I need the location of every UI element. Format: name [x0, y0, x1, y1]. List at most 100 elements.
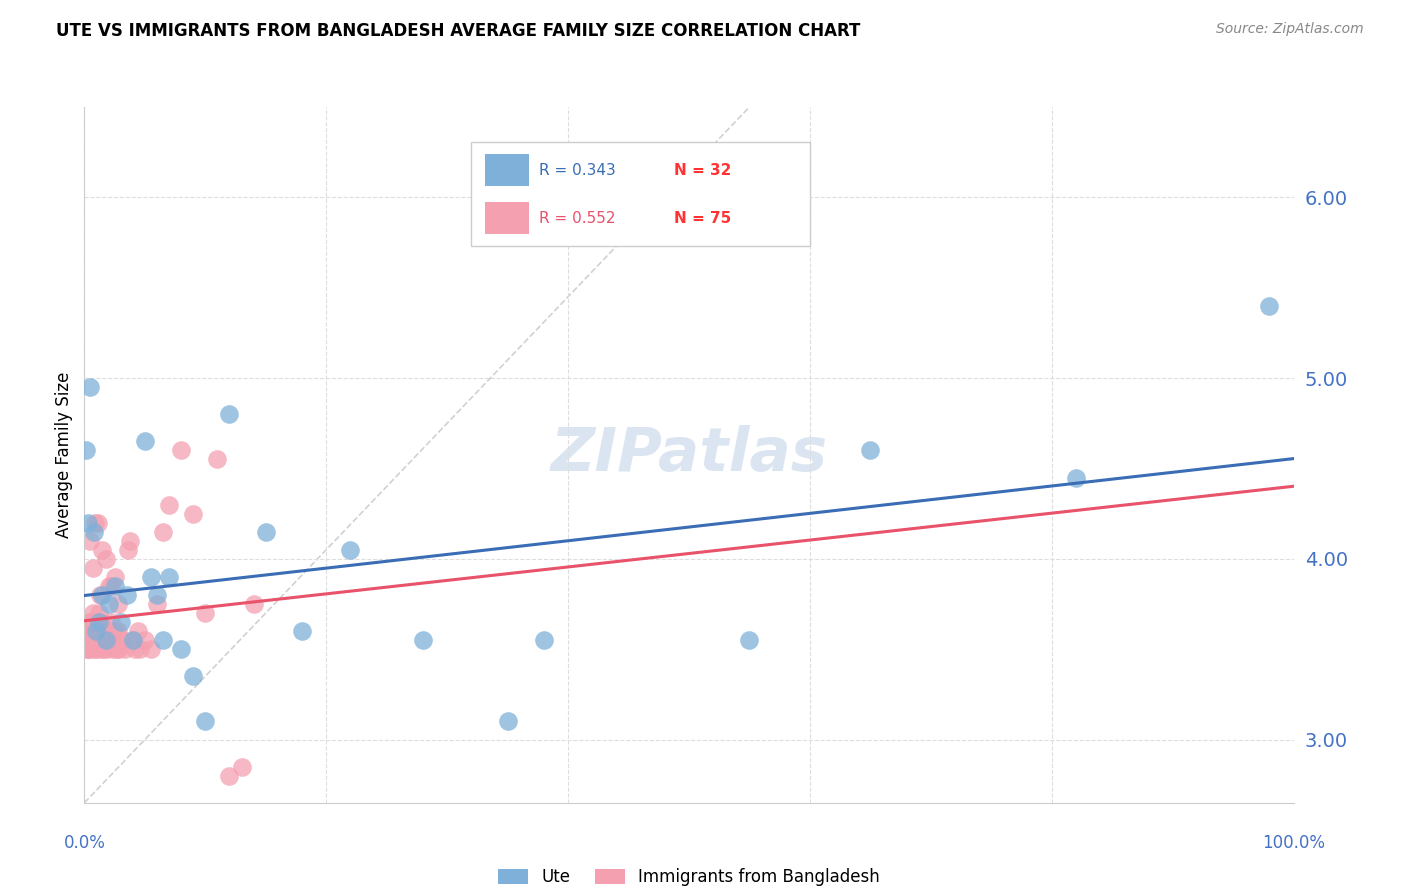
Point [94, 624, 117, 639]
Point [86, 633, 108, 648]
Text: 100.0%: 100.0% [1263, 834, 1324, 852]
Point [121, 633, 143, 648]
Text: N = 32: N = 32 [675, 162, 731, 178]
Point [84, 633, 107, 648]
Point [98, 624, 121, 639]
Point [121, 633, 143, 648]
FancyBboxPatch shape [471, 142, 810, 246]
Point [77, 624, 100, 639]
Point [134, 633, 156, 648]
Point [254, 524, 277, 539]
Point [77, 615, 100, 629]
Point [90, 642, 112, 657]
Point [412, 633, 434, 648]
Point [139, 570, 162, 584]
Point [152, 524, 174, 539]
Point [124, 642, 146, 657]
Point [77, 633, 100, 648]
Point [91, 588, 114, 602]
Point [96, 642, 118, 657]
Point [105, 642, 128, 657]
Y-axis label: Average Family Size: Average Family Size [55, 372, 73, 538]
Point [86, 624, 108, 639]
FancyBboxPatch shape [485, 154, 529, 186]
Point [83, 524, 105, 539]
Point [77, 516, 100, 530]
Point [83, 624, 105, 639]
Point [91, 615, 114, 629]
Point [129, 642, 152, 657]
Point [146, 597, 169, 611]
Point [83, 633, 105, 648]
Legend: Ute, Immigrants from Bangladesh: Ute, Immigrants from Bangladesh [489, 860, 889, 892]
Point [114, 642, 136, 657]
Point [100, 579, 122, 593]
Point [87, 624, 110, 639]
Point [194, 606, 217, 620]
Point [86, 615, 108, 629]
Point [82, 624, 104, 639]
Point [146, 588, 169, 602]
Point [231, 759, 253, 773]
Point [80, 633, 103, 648]
Point [86, 642, 108, 657]
Point [94, 551, 117, 566]
Point [496, 714, 519, 729]
Point [101, 633, 124, 648]
Point [859, 443, 882, 458]
Point [90, 624, 112, 639]
Point [91, 633, 114, 648]
Point [103, 642, 125, 657]
Point [97, 633, 120, 648]
Point [218, 407, 240, 421]
Point [84, 642, 107, 657]
Text: N = 75: N = 75 [675, 211, 731, 226]
Point [97, 579, 120, 593]
Point [79, 533, 101, 548]
Point [207, 452, 229, 467]
Point [110, 615, 132, 629]
Point [194, 714, 217, 729]
Point [291, 624, 314, 639]
Point [84, 516, 107, 530]
Point [157, 498, 180, 512]
Point [152, 633, 174, 648]
Point [134, 434, 156, 449]
FancyBboxPatch shape [485, 202, 529, 234]
Point [79, 380, 101, 394]
Point [533, 633, 555, 648]
Point [339, 542, 361, 557]
Point [170, 642, 193, 657]
Point [86, 624, 108, 639]
Point [75, 633, 97, 648]
Point [108, 642, 131, 657]
Text: ZIPatlas: ZIPatlas [550, 425, 828, 484]
Point [87, 606, 110, 620]
Point [139, 642, 162, 657]
Point [76, 642, 98, 657]
Point [1258, 299, 1281, 313]
Point [115, 588, 138, 602]
Point [104, 624, 127, 639]
Point [117, 542, 139, 557]
Point [86, 516, 108, 530]
Point [107, 624, 129, 639]
Point [218, 769, 240, 783]
Text: R = 0.343: R = 0.343 [538, 162, 616, 178]
Point [89, 633, 111, 648]
Point [91, 542, 114, 557]
Point [94, 633, 117, 648]
Point [1064, 470, 1087, 484]
Point [107, 597, 129, 611]
Point [79, 624, 101, 639]
Point [75, 443, 97, 458]
Point [87, 615, 110, 629]
Point [89, 588, 111, 602]
Point [120, 533, 142, 548]
Point [77, 642, 100, 657]
Point [82, 561, 104, 575]
Point [100, 615, 122, 629]
Point [97, 597, 120, 611]
Point [157, 570, 180, 584]
Text: R = 0.552: R = 0.552 [538, 211, 616, 226]
